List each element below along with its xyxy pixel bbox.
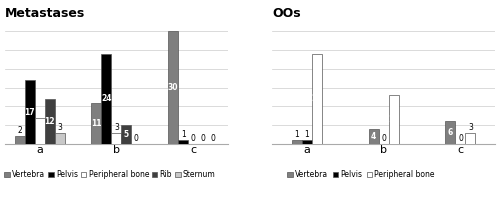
Bar: [178, 140, 188, 144]
Text: 0: 0: [458, 134, 463, 143]
Text: 24: 24: [312, 94, 322, 103]
Bar: [466, 133, 475, 144]
Bar: [14, 136, 24, 144]
Text: 6: 6: [448, 128, 453, 137]
Bar: [292, 140, 302, 144]
Bar: [302, 140, 312, 144]
Text: 3: 3: [114, 123, 119, 132]
Text: 2: 2: [17, 126, 22, 135]
Text: 1: 1: [181, 130, 186, 139]
Text: 5: 5: [124, 130, 129, 139]
Text: 30: 30: [168, 83, 178, 92]
Text: 17: 17: [24, 108, 35, 117]
Legend: Vertebra, Pelvis, Peripheral bone, Rib, Sternum: Vertebra, Pelvis, Peripheral bone, Rib, …: [4, 170, 216, 179]
Bar: [388, 95, 398, 144]
Bar: [92, 103, 102, 144]
Text: Metastases: Metastases: [5, 7, 85, 20]
Bar: [54, 133, 64, 144]
Text: 1: 1: [304, 130, 309, 139]
Text: 11: 11: [91, 119, 102, 128]
Bar: [368, 129, 378, 144]
Text: 1: 1: [294, 130, 299, 139]
Text: 3: 3: [57, 123, 62, 132]
Bar: [24, 80, 34, 144]
Text: 13: 13: [388, 115, 399, 124]
Text: 12: 12: [44, 117, 55, 126]
Text: 3: 3: [468, 123, 473, 132]
Text: 0: 0: [134, 134, 139, 143]
Bar: [446, 121, 456, 144]
Bar: [168, 31, 178, 144]
Bar: [112, 133, 122, 144]
Legend: Vertebra, Pelvis, Peripheral bone: Vertebra, Pelvis, Peripheral bone: [287, 170, 435, 179]
Bar: [122, 125, 132, 144]
Bar: [44, 99, 54, 144]
Text: 24: 24: [101, 94, 112, 103]
Text: 0: 0: [200, 134, 205, 143]
Bar: [34, 118, 44, 144]
Bar: [312, 54, 322, 144]
Text: OOs: OOs: [272, 7, 301, 20]
Text: 0: 0: [190, 134, 196, 143]
Bar: [102, 54, 112, 144]
Text: 7: 7: [37, 126, 42, 135]
Text: 0: 0: [210, 134, 216, 143]
Text: 0: 0: [381, 134, 386, 143]
Text: 4: 4: [371, 132, 376, 141]
